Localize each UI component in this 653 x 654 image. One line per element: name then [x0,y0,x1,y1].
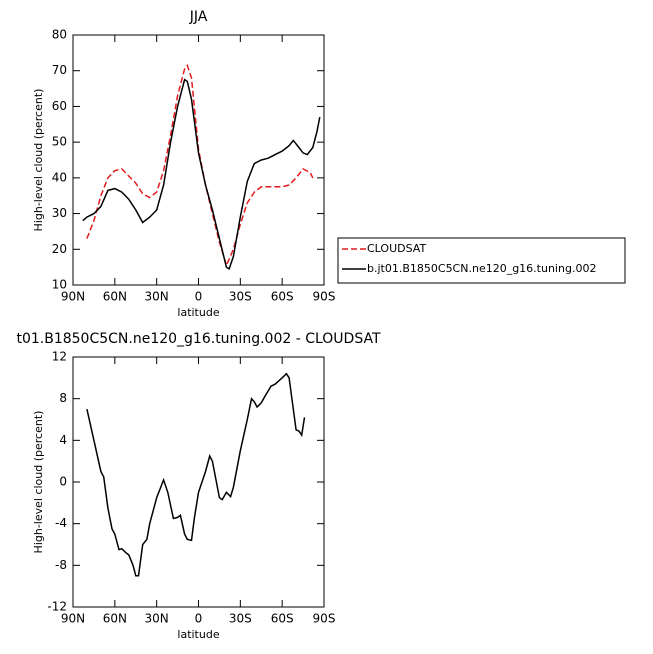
y-tick-label: 20 [52,242,67,256]
y-tick-label: 8 [59,391,67,405]
y-tick-label: 0 [59,475,67,489]
x-tick-label: 60S [271,612,294,626]
legend-label: CLOUDSAT [367,242,426,255]
y-tick-label: -8 [55,558,67,572]
y-tick-label: 80 [52,28,67,42]
y-tick-label: 60 [52,99,67,113]
x-tick-label: 30S [229,612,252,626]
plot-frame [72,34,325,286]
y-tick-label: 50 [52,135,67,149]
data-line [82,78,321,271]
data-line [86,63,314,268]
x-tick-label: 90N [61,612,85,626]
legend-box [337,237,626,284]
y-axis-label: High-level cloud (percent) [32,411,45,554]
x-tick-label: 90N [61,290,85,304]
x-tick-label: 60N [103,290,127,304]
y-tick-label: 70 [52,63,67,77]
chart-title: JJA [189,9,208,25]
y-tick-label: 12 [52,350,67,364]
y-tick-label: 30 [52,206,67,220]
chart-title: t01.B1850C5CN.ne120_g16.tuning.002 - CLO… [16,331,380,347]
x-tick-label: 90S [313,612,336,626]
x-axis-label: latitude [177,628,219,641]
x-tick-label: 0 [195,290,203,304]
legend-label: b.jt01.B1850C5CN.ne120_g16.tuning.002 [367,262,596,275]
data-line [86,372,306,577]
x-tick-label: 30N [145,290,169,304]
x-tick-label: 60S [271,290,294,304]
plot-frame [72,356,325,608]
x-tick-label: 60N [103,612,127,626]
x-tick-label: 0 [195,612,203,626]
x-tick-label: 30N [145,612,169,626]
x-tick-label: 30S [229,290,252,304]
y-tick-label: 10 [52,278,67,292]
y-tick-label: -12 [47,600,67,614]
x-tick-label: 90S [313,290,336,304]
y-tick-label: -4 [55,516,67,530]
y-axis-label: High-level cloud (percent) [32,89,45,232]
x-axis-label: latitude [177,306,219,319]
y-tick-label: 40 [52,170,67,184]
y-tick-label: 4 [59,433,67,447]
